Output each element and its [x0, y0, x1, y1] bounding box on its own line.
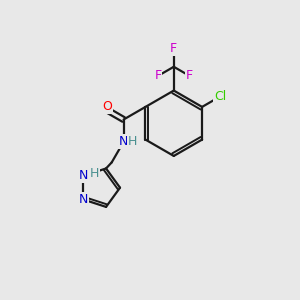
- Text: F: F: [186, 70, 193, 83]
- Text: N: N: [79, 169, 88, 182]
- Text: N: N: [119, 135, 128, 148]
- Text: F: F: [170, 42, 177, 55]
- Text: Cl: Cl: [214, 90, 226, 103]
- Text: O: O: [102, 100, 112, 113]
- Text: H: H: [128, 135, 137, 148]
- Text: N: N: [79, 193, 88, 206]
- Text: F: F: [154, 70, 161, 83]
- Text: H: H: [90, 167, 99, 180]
